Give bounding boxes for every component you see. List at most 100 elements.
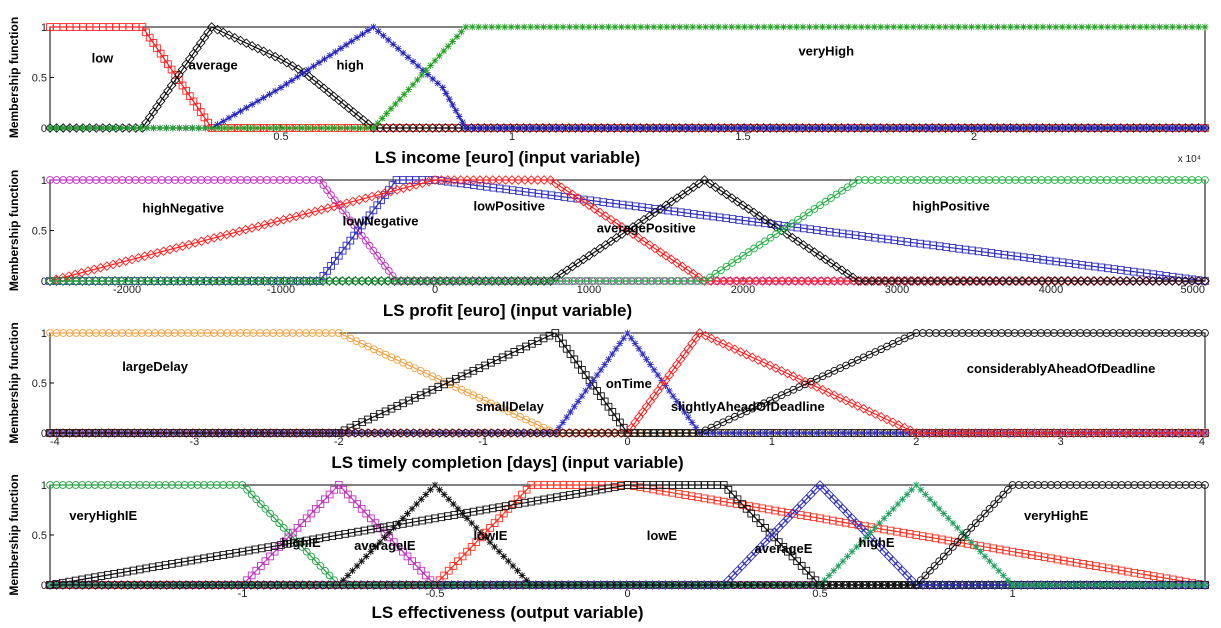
data-point (1073, 582, 1080, 589)
data-point (249, 101, 256, 108)
data-point (839, 430, 846, 437)
data-point (338, 125, 345, 132)
mf-label-onTime: onTime (606, 376, 652, 391)
data-point (124, 125, 131, 132)
data-point (273, 125, 280, 132)
data-point (560, 419, 567, 426)
data-point (294, 74, 301, 81)
data-point (632, 340, 639, 347)
data-point (709, 24, 716, 31)
data-point (305, 125, 312, 132)
data-point (1007, 24, 1014, 31)
data-point (754, 125, 761, 132)
data-point (1093, 582, 1100, 589)
data-point (832, 125, 839, 132)
data-point (696, 24, 703, 31)
data-point (891, 430, 898, 437)
data-point (66, 125, 73, 132)
data-point (1091, 24, 1098, 31)
data-point (865, 430, 872, 437)
data-point (573, 125, 580, 132)
mf-label-slightlyAheadOfDeadline: slightlyAheadOfDeadline (671, 399, 825, 414)
data-point (534, 24, 541, 31)
data-point (1041, 582, 1048, 589)
data-point (189, 125, 196, 132)
data-point (729, 430, 736, 437)
data-point (955, 125, 962, 132)
data-point (534, 125, 541, 132)
data-point (560, 125, 567, 132)
y-tick-label: 0 (41, 428, 47, 440)
data-point (612, 125, 619, 132)
data-point (742, 430, 749, 437)
data-point (605, 24, 612, 31)
panel-2: 00.51-2000 -1000 0 1000 2000 3000 4000 5000high… (7, 170, 1209, 320)
data-point (1111, 125, 1118, 132)
data-point (851, 125, 858, 132)
data-point (628, 335, 635, 342)
data-point (266, 91, 273, 98)
data-point (1182, 125, 1189, 132)
data-point (310, 63, 317, 70)
data-point (359, 31, 366, 38)
data-point (605, 125, 612, 132)
data-point (169, 125, 176, 132)
data-point (806, 125, 813, 132)
mf-label-average: average (189, 57, 238, 72)
data-point (521, 125, 528, 132)
data-point (620, 335, 627, 342)
data-point (955, 24, 962, 31)
data-point (176, 125, 183, 132)
data-point (1202, 125, 1209, 132)
data-point (813, 24, 820, 31)
data-point (1098, 125, 1105, 132)
mf-label-highIE: highIE (281, 535, 321, 550)
data-point (962, 24, 969, 31)
data-point (689, 125, 696, 132)
data-point (567, 409, 574, 416)
mf-label-highPositive: highPositive (912, 198, 989, 213)
data-point (1169, 125, 1176, 132)
data-point (1137, 24, 1144, 31)
y-tick-label: 1 (41, 175, 47, 187)
data-point (1020, 24, 1027, 31)
data-point (1163, 125, 1170, 132)
data-point (1125, 582, 1132, 589)
data-point (482, 24, 489, 31)
data-point (845, 125, 852, 132)
data-point (702, 24, 709, 31)
x-tick-label: -1000 (267, 284, 295, 296)
data-point (877, 125, 884, 132)
data-point (1065, 125, 1072, 132)
y-tick-label: 1 (41, 22, 47, 34)
data-point (748, 430, 755, 437)
data-point (722, 24, 729, 31)
data-point (767, 24, 774, 31)
plot-area (50, 485, 1205, 585)
data-point (1052, 24, 1059, 31)
data-point (988, 24, 995, 31)
data-point (1098, 24, 1105, 31)
data-point (601, 361, 608, 368)
data-point (1170, 582, 1177, 589)
mf-label-highE: highE (859, 535, 895, 550)
data-point (897, 125, 904, 132)
data-point (605, 356, 612, 363)
data-point (592, 125, 599, 132)
data-point (683, 24, 690, 31)
data-point (1118, 582, 1125, 589)
data-point (1059, 125, 1066, 132)
data-point (1176, 24, 1183, 31)
data-point (1020, 125, 1027, 132)
data-point (598, 366, 605, 373)
mf-label-lowNegative: lowNegative (343, 213, 419, 228)
data-point (182, 125, 189, 132)
data-point (365, 27, 372, 34)
data-point (1143, 125, 1150, 132)
data-point (826, 24, 833, 31)
data-point (364, 125, 371, 132)
data-point (540, 125, 547, 132)
data-point (599, 24, 606, 31)
data-point (916, 125, 923, 132)
data-point (469, 125, 476, 132)
